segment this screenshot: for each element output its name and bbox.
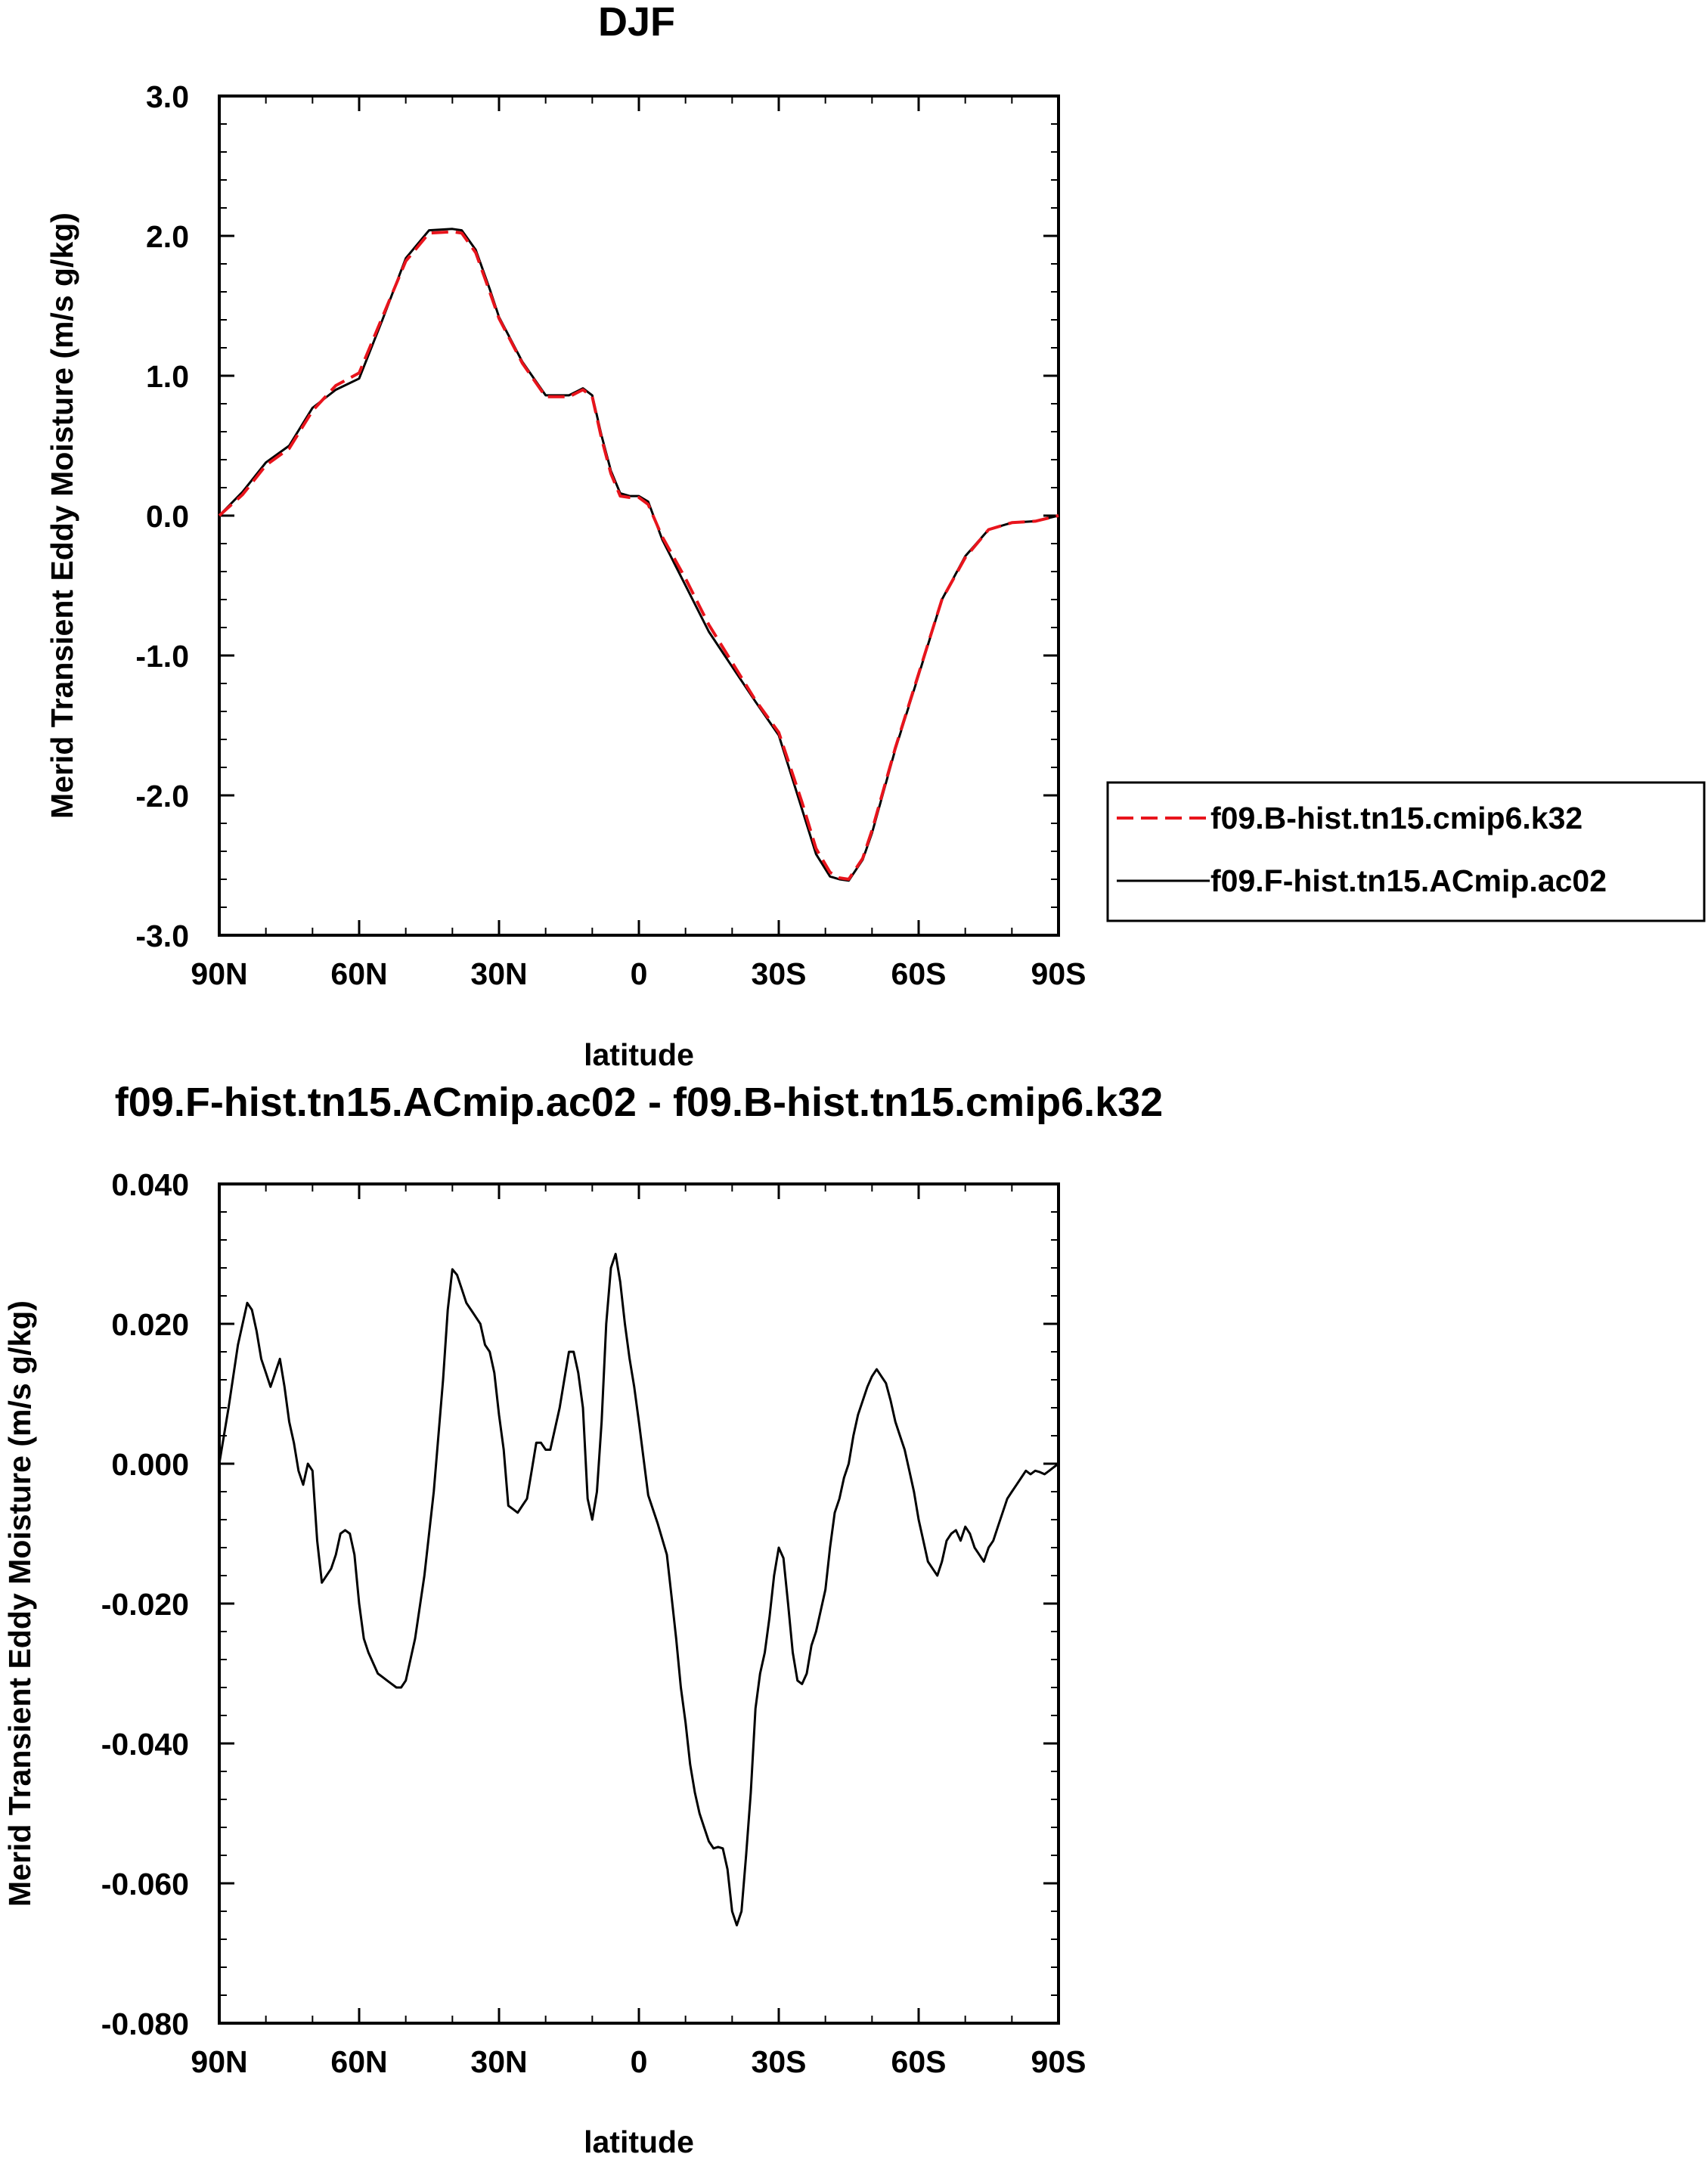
- x-axis-label: latitude: [584, 2124, 694, 2157]
- y-tick-label: -0.080: [101, 2007, 189, 2041]
- y-tick-label: 0.020: [111, 1307, 189, 1342]
- y-tick-labels: 3.0 2.0 1.0 0.0 -1.0 -2.0 -3.0: [135, 79, 189, 953]
- legend-label-f-hist: f09.F-hist.tn15.ACmip.ac02: [1210, 863, 1607, 898]
- y-tick-label: -0.060: [101, 1867, 189, 1901]
- y-axis-label: Merid Transient Eddy Moisture (m/s g/kg): [45, 212, 79, 819]
- y-axis-label: Merid Transient Eddy Moisture (m/s g/kg): [2, 1300, 37, 1907]
- y-tick-label: -0.020: [101, 1587, 189, 1622]
- x-tick-label: 30S: [752, 956, 807, 991]
- chart-title: DJF: [598, 0, 675, 45]
- x-tick-labels: 90N 60N 30N 0 30S 60S 90S: [191, 956, 1086, 991]
- x-tick-label: 30N: [470, 2044, 527, 2079]
- plot-frame: [218, 1182, 1060, 2025]
- series-line-0: [218, 230, 1059, 881]
- axis-ticks: [218, 1182, 1060, 2025]
- x-axis-label: latitude: [584, 1037, 694, 1072]
- y-tick-label: -0.040: [101, 1727, 189, 1762]
- series-line-0: [218, 1253, 1059, 1926]
- legend: f09.B-hist.tn15.cmip6.k32 f09.F-hist.tn1…: [1106, 781, 1706, 922]
- x-tick-labels: 90N 60N 30N 0 30S 60S 90S: [191, 2044, 1086, 2079]
- y-tick-label: 0.0: [146, 499, 189, 534]
- x-tick-label: 30N: [470, 956, 527, 991]
- x-tick-label: 60N: [330, 2044, 387, 2079]
- y-tick-label: 3.0: [146, 79, 189, 114]
- series-lines: [218, 1253, 1059, 1926]
- x-tick-label: 90S: [1031, 2044, 1086, 2079]
- plot-frame: [218, 95, 1060, 937]
- difference-panel: f09.F-hist.tn15.ACmip.ac02 - f09.B-hist.…: [2, 1080, 1163, 2157]
- y-tick-label: -2.0: [135, 779, 189, 814]
- y-tick-labels: 0.040 0.020 0.000 -0.020 -0.040 -0.060 -0.080: [101, 1167, 189, 2041]
- y-tick-label: 1.0: [146, 359, 189, 394]
- y-tick-label: 0.040: [111, 1167, 189, 1202]
- x-tick-label: 0: [631, 956, 648, 991]
- x-tick-label: 60S: [891, 2044, 947, 2079]
- y-tick-label: -1.0: [135, 639, 189, 674]
- x-tick-label: 90N: [191, 956, 247, 991]
- y-tick-label: 2.0: [146, 219, 189, 254]
- axis-ticks: [218, 95, 1060, 937]
- x-tick-label: 30S: [752, 2044, 807, 2079]
- x-tick-label: 60S: [891, 956, 947, 991]
- series-line-1: [218, 228, 1059, 882]
- chart-title: f09.F-hist.tn15.ACmip.ac02 - f09.B-hist.…: [115, 1080, 1163, 1125]
- legend-box: [1106, 781, 1706, 922]
- x-tick-label: 60N: [330, 956, 387, 991]
- x-tick-label: 90N: [191, 2044, 247, 2079]
- x-tick-label: 0: [631, 2044, 648, 2079]
- x-tick-label: 90S: [1031, 956, 1086, 991]
- legend-label-b-hist: f09.B-hist.tn15.cmip6.k32: [1210, 801, 1582, 835]
- y-tick-label: 0.000: [111, 1447, 189, 1482]
- djf-panel: DJF 3.0 2.0 1.0 0.0 -1.0 -2.0 -3.0 90N 60N 30N 0 3…: [45, 0, 1706, 1072]
- y-tick-label: -3.0: [135, 919, 189, 953]
- series-lines: [218, 228, 1059, 882]
